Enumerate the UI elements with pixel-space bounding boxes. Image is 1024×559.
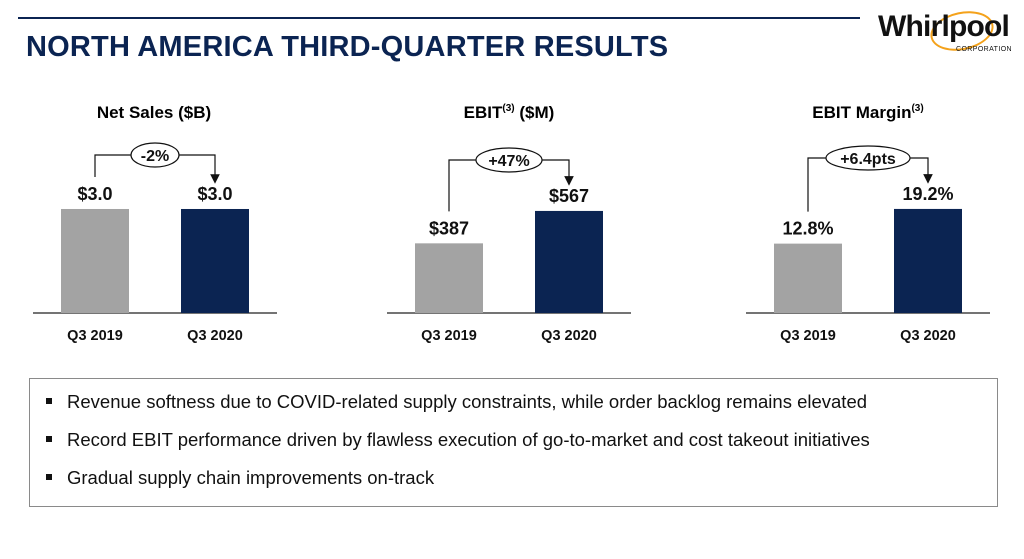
page-title: NORTH AMERICA THIRD-QUARTER RESULTS — [26, 31, 669, 63]
bar-q3-2020 — [894, 208, 962, 313]
data-label: $3.0 — [197, 184, 232, 204]
change-label: +6.4pts — [840, 151, 896, 168]
bar-q3-2020 — [535, 210, 603, 313]
x-tick-label: Q3 2020 — [900, 328, 956, 344]
bar-q3-2019 — [61, 208, 129, 313]
charts-area: Net Sales ($B) $3.0 Q3 2019 $3.0 Q3 2020 -2%… — [33, 103, 990, 344]
bullet-item: Gradual supply chain improvements on-tra… — [46, 467, 434, 489]
bar-q3-2019 — [415, 243, 483, 313]
bar-q3-2019 — [774, 243, 842, 313]
bullet-text: Gradual supply chain improvements on-tra… — [67, 467, 435, 488]
data-label: $567 — [549, 186, 589, 206]
bullet-item: Record EBIT performance driven by flawle… — [46, 429, 870, 451]
chart-title: EBIT(3) ($M) — [464, 103, 555, 122]
data-label: $387 — [429, 218, 469, 238]
logo-subtext: CORPORATION — [956, 46, 1012, 53]
key-takeaways-box: Revenue softness due to COVID-related su… — [29, 378, 998, 507]
data-label: $3.0 — [77, 184, 112, 204]
header-rule — [18, 17, 860, 19]
change-label: +47% — [488, 153, 529, 170]
bullet-text: Revenue softness due to COVID-related su… — [67, 391, 868, 412]
x-tick-label: Q3 2020 — [541, 328, 597, 344]
chart-net-sales: Net Sales ($B) $3.0 Q3 2019 $3.0 Q3 2020 -2% — [33, 103, 277, 344]
change-oval — [825, 145, 911, 171]
chart-title: Net Sales ($B) — [97, 103, 211, 122]
x-tick-label: Q3 2019 — [421, 328, 477, 344]
bullet-text: Record EBIT performance driven by flawle… — [67, 429, 870, 450]
bullet-marker — [46, 474, 52, 481]
change-label: -2% — [141, 148, 169, 165]
chart-ebit: EBIT(3) ($M) $387 Q3 2019 $567 Q3 2020 +47% — [387, 103, 631, 344]
x-tick-label: Q3 2019 — [67, 328, 123, 344]
bar-q3-2020 — [181, 208, 249, 313]
chart-title: EBIT Margin(3) — [812, 103, 923, 122]
data-label: 12.8% — [782, 219, 833, 239]
change-oval — [475, 147, 543, 173]
bullet-item: Revenue softness due to COVID-related su… — [46, 391, 867, 413]
change-oval — [130, 142, 180, 168]
x-tick-label: Q3 2020 — [187, 328, 243, 344]
chart-ebit-margin: EBIT Margin(3) 12.8% Q3 2019 19.2% Q3 2020 +… — [746, 103, 990, 344]
bullet-marker — [46, 436, 52, 443]
data-label: 19.2% — [902, 184, 953, 204]
whirlpool-logo: Whirlpool CORPORATION — [878, 5, 1012, 60]
x-tick-label: Q3 2019 — [780, 328, 836, 344]
logo-wordmark: Whirlpool — [878, 10, 1010, 43]
bullet-marker — [46, 398, 52, 405]
